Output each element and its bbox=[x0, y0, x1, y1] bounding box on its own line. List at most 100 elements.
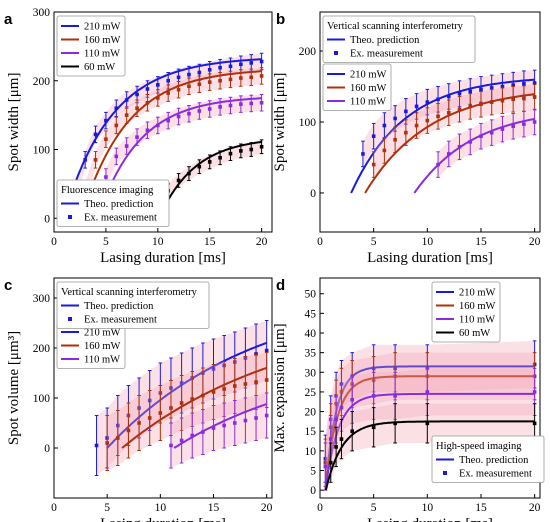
legend-entry: 60 mW bbox=[459, 328, 490, 339]
series-110-mW bbox=[169, 392, 269, 469]
legend-entry: 160 mW bbox=[350, 83, 387, 94]
x-tick-label: 10 bbox=[152, 236, 164, 248]
data-point bbox=[124, 144, 129, 148]
legend-title: Vertical scanning interferometry bbox=[327, 21, 464, 32]
theory-curve bbox=[157, 140, 262, 219]
x-tick-label: 0 bbox=[317, 502, 323, 514]
data-point bbox=[190, 397, 195, 401]
data-point bbox=[166, 91, 170, 95]
data-point bbox=[222, 387, 226, 391]
data-point bbox=[187, 72, 191, 77]
data-point bbox=[147, 416, 152, 420]
data-point bbox=[176, 114, 181, 119]
legend-method: High-speed imaging Theo. prediction Ex. me… bbox=[431, 435, 545, 483]
legend-series: 210 mW 160 mW 110 mW 60 mW bbox=[56, 15, 126, 77]
plot-area bbox=[350, 69, 537, 194]
legend-box bbox=[431, 435, 545, 483]
legend-box bbox=[56, 15, 126, 77]
axes-frame bbox=[53, 11, 273, 233]
data-point bbox=[243, 418, 248, 423]
data-point bbox=[218, 105, 222, 109]
x-tick-label: 5 bbox=[104, 502, 110, 514]
data-point bbox=[446, 110, 451, 115]
data-point bbox=[249, 101, 254, 106]
y-tick-label: 200 bbox=[299, 46, 317, 58]
data-point bbox=[105, 441, 109, 445]
x-tick-label: 15 bbox=[204, 236, 216, 248]
data-point bbox=[328, 437, 333, 441]
data-point bbox=[239, 149, 243, 153]
legend-entry: Ex. measurement bbox=[84, 315, 157, 326]
data-point bbox=[176, 87, 181, 92]
legend-entry: 160 mW bbox=[84, 341, 121, 352]
data-point bbox=[404, 109, 408, 114]
theory-curve bbox=[324, 375, 535, 491]
data-point bbox=[249, 75, 254, 80]
theory-curve bbox=[350, 78, 535, 194]
data-point bbox=[511, 97, 515, 102]
y-axis-label: Spot width [μm] bbox=[6, 73, 22, 172]
data-point bbox=[436, 114, 440, 119]
panel-c: c051015200100200300Lasing duration [ms]S… bbox=[4, 277, 273, 522]
data-point bbox=[393, 116, 397, 121]
y-tick-label: 15 bbox=[305, 426, 317, 438]
series-110-mW bbox=[96, 94, 264, 219]
data-point bbox=[382, 123, 387, 128]
data-point bbox=[446, 152, 451, 156]
data-point bbox=[500, 84, 505, 89]
data-point bbox=[228, 103, 233, 108]
theory-curve bbox=[96, 97, 262, 219]
data-point bbox=[446, 94, 451, 99]
error-band bbox=[168, 139, 262, 198]
data-point bbox=[522, 122, 526, 126]
data-point bbox=[197, 82, 202, 86]
x-tick-label: 15 bbox=[475, 236, 487, 248]
x-tick-label: 5 bbox=[371, 502, 377, 514]
x-tick-label: 0 bbox=[317, 236, 323, 248]
x-tick-label: 20 bbox=[256, 236, 268, 248]
data-point bbox=[104, 118, 108, 123]
x-axis-label: Lasing duration [ms] bbox=[100, 250, 226, 266]
data-point bbox=[414, 123, 419, 128]
data-point bbox=[361, 152, 365, 156]
data-point bbox=[116, 436, 120, 440]
theory-curve bbox=[324, 365, 535, 491]
data-point bbox=[511, 124, 515, 129]
data-point bbox=[169, 406, 173, 410]
error-band bbox=[107, 352, 267, 471]
data-point bbox=[197, 70, 202, 75]
x-tick-label: 5 bbox=[371, 236, 377, 248]
panel-letter: a bbox=[4, 11, 13, 28]
x-tick-label: 10 bbox=[422, 502, 434, 514]
data-point bbox=[259, 59, 264, 64]
data-point bbox=[169, 443, 173, 448]
x-tick-label: 0 bbox=[51, 502, 57, 514]
theory-curve bbox=[106, 341, 268, 449]
y-tick-label: 100 bbox=[33, 393, 51, 405]
data-point bbox=[393, 137, 397, 142]
data-point bbox=[179, 401, 184, 405]
theory-curve bbox=[62, 58, 262, 219]
x-tick-label: 15 bbox=[208, 502, 220, 514]
panel-letter: d bbox=[276, 277, 285, 294]
data-point bbox=[334, 417, 338, 422]
legend-box bbox=[431, 281, 501, 343]
data-point bbox=[145, 128, 150, 133]
data-point bbox=[124, 113, 129, 117]
x-tick-label: 20 bbox=[529, 236, 541, 248]
legend-entry: Ex. measurement bbox=[459, 469, 532, 480]
legend-entry: Theo. prediction bbox=[350, 35, 420, 46]
y-tick-label: 5 bbox=[310, 466, 316, 478]
panel-d: d 0 5 10 15 20 0 5 10 15 20 25 30 35 40 45 50 Lasing dura… bbox=[272, 277, 545, 522]
legend-entry: Ex. measurement bbox=[350, 49, 423, 60]
data-point bbox=[222, 423, 226, 428]
data-point bbox=[114, 106, 119, 111]
data-point bbox=[218, 78, 222, 83]
data-point bbox=[254, 380, 258, 384]
legend-entry: 210 mW bbox=[350, 70, 387, 81]
data-point bbox=[114, 123, 119, 128]
data-point bbox=[500, 98, 505, 103]
error-band bbox=[171, 393, 267, 468]
legend-entry: 210 mW bbox=[459, 288, 496, 299]
y-axis-label: Max. expansion [μm] bbox=[272, 323, 288, 452]
